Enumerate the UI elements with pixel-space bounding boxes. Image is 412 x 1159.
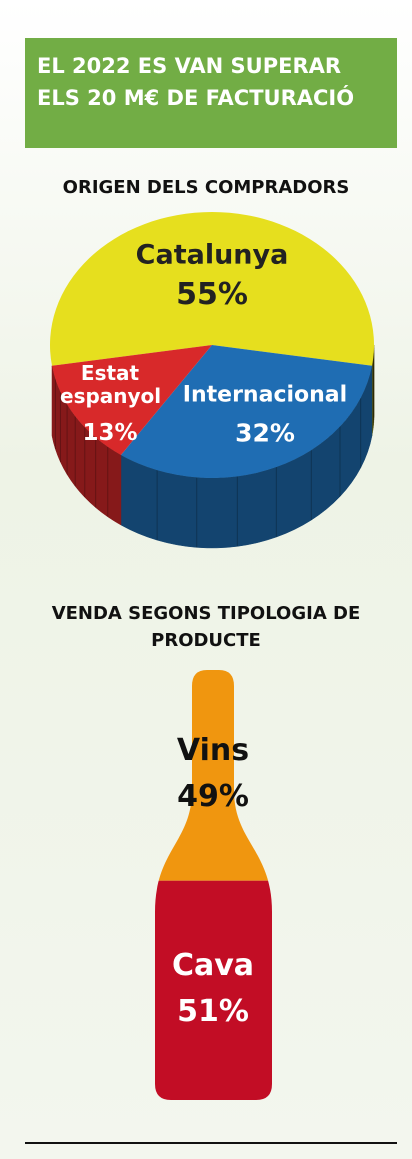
pie-top — [51, 345, 212, 456]
header: EL 2022 ES VAN SUPERAR ELS 20 M€ DE FACT… — [25, 38, 397, 148]
segment-label: Vins — [176, 733, 250, 769]
bottle-segment — [155, 880, 272, 1100]
chart-title: VENDA SEGONS TIPOLOGIA DE PRODUCTE — [51, 603, 361, 651]
slice-value-label: 32% — [235, 418, 295, 448]
slice-label: Internacional — [182, 382, 348, 408]
bottle-segment — [155, 670, 272, 881]
slice-label: Estat espanyol — [60, 361, 162, 408]
pie-slice — [51, 345, 212, 526]
segment-value-label: 51% — [177, 994, 249, 1030]
segment-value-label: 49% — [177, 779, 249, 815]
main-title: EL 2022 ES VAN SUPERAR ELS 20 M€ DE FACT… — [37, 54, 355, 110]
pie-top — [50, 212, 375, 366]
segment-label: Cava — [171, 948, 255, 984]
slice-label: Catalunya — [135, 239, 289, 271]
pie-top — [120, 345, 373, 478]
slice-value-label: 55% — [176, 276, 248, 312]
pie-slice — [50, 212, 375, 436]
slice-value-label: 13% — [82, 419, 138, 446]
chart-title: ORIGEN DELS COMPRADORS — [62, 177, 350, 198]
